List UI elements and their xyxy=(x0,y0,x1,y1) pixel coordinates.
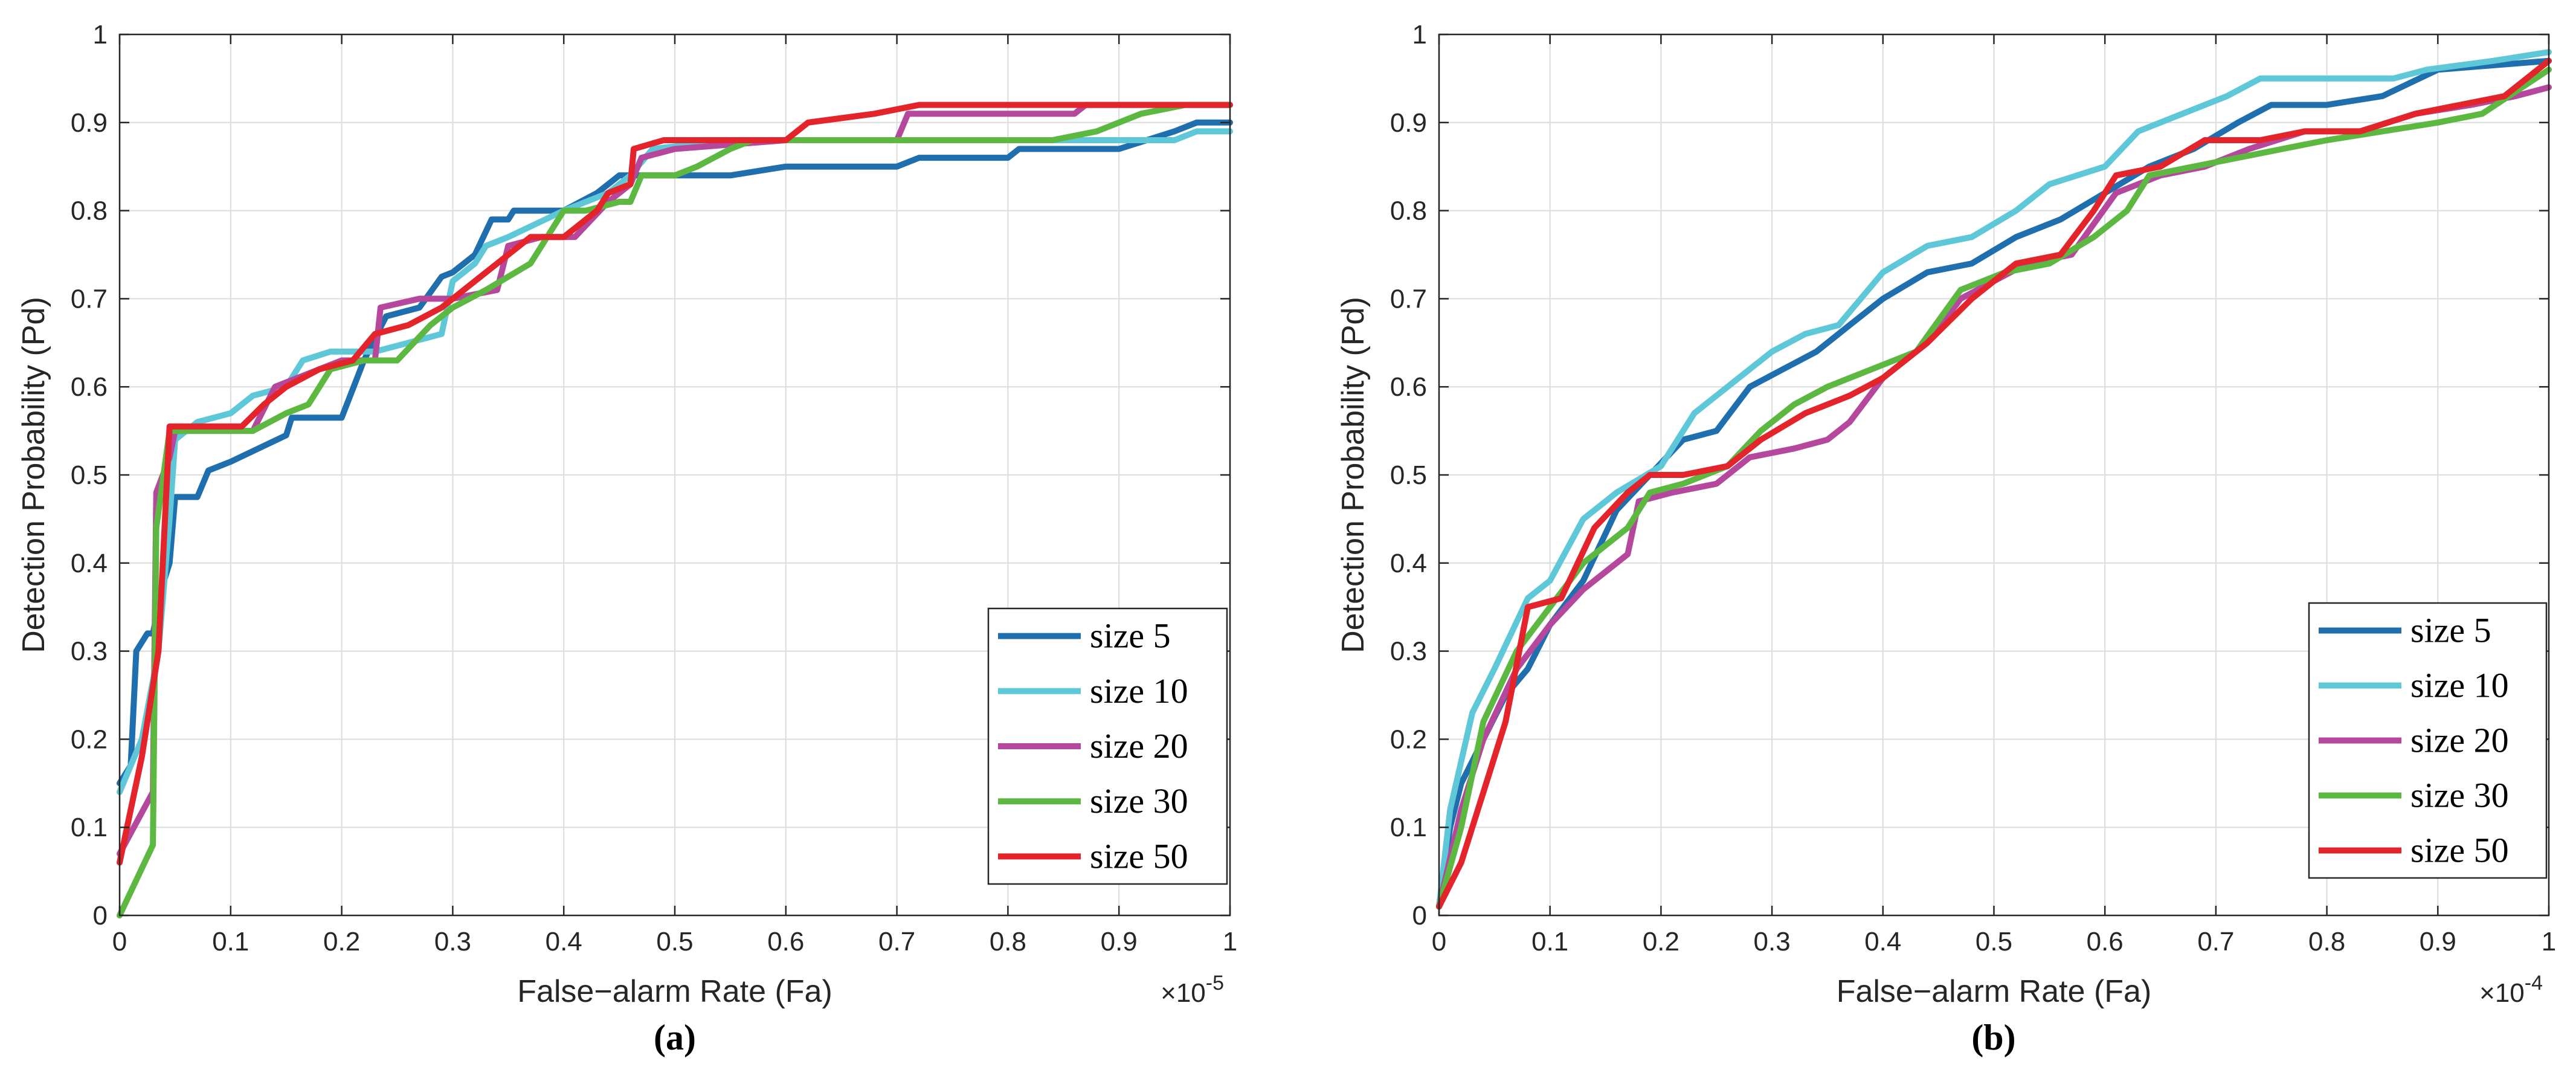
legend-label-size-20: size 20 xyxy=(2410,721,2509,760)
series-group xyxy=(1436,49,2552,910)
y-tick-label: 0.8 xyxy=(71,196,108,226)
x-tick-label: 0.7 xyxy=(878,927,915,957)
series-line-size-50 xyxy=(117,102,1233,866)
y-tick-label: 0.5 xyxy=(71,460,108,490)
legend-label-size-20: size 20 xyxy=(1090,726,1188,766)
x-tick-label: 0.4 xyxy=(1864,927,1901,957)
x-tick-label: 0.8 xyxy=(990,927,1026,957)
panel-a: 0 0.1 0.2 0.3 0.4 0.5 0.6 0.7 0.8 0.9 1 0 0.1 0.2 0.3 0… xyxy=(16,20,1237,1057)
x-tick-label: 0.7 xyxy=(2197,927,2234,957)
x-tick-label: 0.3 xyxy=(1754,927,1791,957)
x-tick-label: 0.9 xyxy=(2420,927,2456,957)
x-tick-label: 0.6 xyxy=(767,927,804,957)
y-tick-label: 0.3 xyxy=(71,637,108,666)
legend: size 5 size 10 size 20 size 30 size 50 xyxy=(2308,602,2548,879)
panel-caption: (b) xyxy=(1971,1018,2015,1057)
y-tick-label: 0.8 xyxy=(1390,196,1427,226)
x-axis-label: False−alarm Rate (Fa) xyxy=(1837,974,2152,1009)
y-tick-label: 0.3 xyxy=(1390,637,1427,666)
legend-label-size-50: size 50 xyxy=(2410,831,2509,870)
x-tick-label: 1 xyxy=(1223,927,1237,957)
x-tick-label: 0.9 xyxy=(1101,927,1138,957)
y-tick-label: 0.6 xyxy=(1390,372,1427,402)
x-tick-label: 0.6 xyxy=(2087,927,2124,957)
legend-label-size-5: size 5 xyxy=(2410,611,2491,650)
legend-label-size-10: size 10 xyxy=(2410,666,2509,705)
x-axis-multiplier: ×10-5 xyxy=(1161,972,1224,1008)
legend-label-size-30: size 30 xyxy=(2410,776,2509,815)
x-tick-label: 0.5 xyxy=(1975,927,2012,957)
x-tick-label: 0.1 xyxy=(212,927,249,957)
y-tick-label: 0.9 xyxy=(1390,108,1427,138)
y-tick-label: 0.7 xyxy=(1390,284,1427,314)
panel-b: 0 0.1 0.2 0.3 0.4 0.5 0.6 0.7 0.8 0.9 1 0 0.1 0.2 0.3 0… xyxy=(1336,20,2556,1057)
y-tick-label: 0 xyxy=(1412,901,1427,931)
x-tick-label: 0.2 xyxy=(323,927,360,957)
y-tick-label: 0.1 xyxy=(1390,813,1427,842)
y-tick-label: 0.5 xyxy=(1390,460,1427,490)
x-tick-label: 0.2 xyxy=(1643,927,1679,957)
series-line-size-5 xyxy=(117,119,1233,787)
legend-label-size-30: size 30 xyxy=(1090,781,1188,821)
y-axis-label: Detection Probability (Pd) xyxy=(1336,297,1371,653)
x-tick-label: 1 xyxy=(2542,927,2556,957)
legend-label-size-5: size 5 xyxy=(1090,616,1171,656)
x-tick-label: 0.5 xyxy=(656,927,693,957)
legend: size 5 size 10 size 20 size 30 size 50 xyxy=(987,607,1228,885)
series-group xyxy=(117,102,1233,918)
series-line-size-5 xyxy=(1436,57,2552,910)
series-line-size-50 xyxy=(1436,57,2552,910)
x-tick-label: 0.1 xyxy=(1531,927,1568,957)
legend-label-size-10: size 10 xyxy=(1090,671,1188,711)
y-tick-label: 0.2 xyxy=(71,724,108,754)
y-tick-label: 0.9 xyxy=(71,108,108,138)
legend-label-size-50: size 50 xyxy=(1090,836,1188,876)
y-tick-label: 1 xyxy=(93,20,108,50)
x-tick-label: 0.3 xyxy=(434,927,471,957)
x-axis-multiplier: ×10-4 xyxy=(2479,972,2543,1008)
panel-caption: (a) xyxy=(654,1018,696,1057)
y-tick-label: 0.2 xyxy=(1390,724,1427,754)
x-tick-label: 0 xyxy=(112,927,127,957)
y-tick-label: 0.4 xyxy=(71,549,108,578)
y-tick-label: 0.6 xyxy=(71,372,108,402)
y-tick-label: 0.4 xyxy=(1390,549,1427,578)
y-tick-label: 1 xyxy=(1412,20,1427,50)
x-tick-label: 0 xyxy=(1432,927,1446,957)
y-axis-label: Detection Probability (Pd) xyxy=(16,297,51,653)
x-tick-label: 0.4 xyxy=(546,927,582,957)
x-tick-label: 0.8 xyxy=(2308,927,2345,957)
y-tick-label: 0.1 xyxy=(71,813,108,842)
x-axis-label: False−alarm Rate (Fa) xyxy=(517,974,832,1009)
series-line-size-10 xyxy=(1436,49,2552,910)
y-tick-label: 0 xyxy=(93,901,108,931)
y-tick-label: 0.7 xyxy=(71,284,108,314)
